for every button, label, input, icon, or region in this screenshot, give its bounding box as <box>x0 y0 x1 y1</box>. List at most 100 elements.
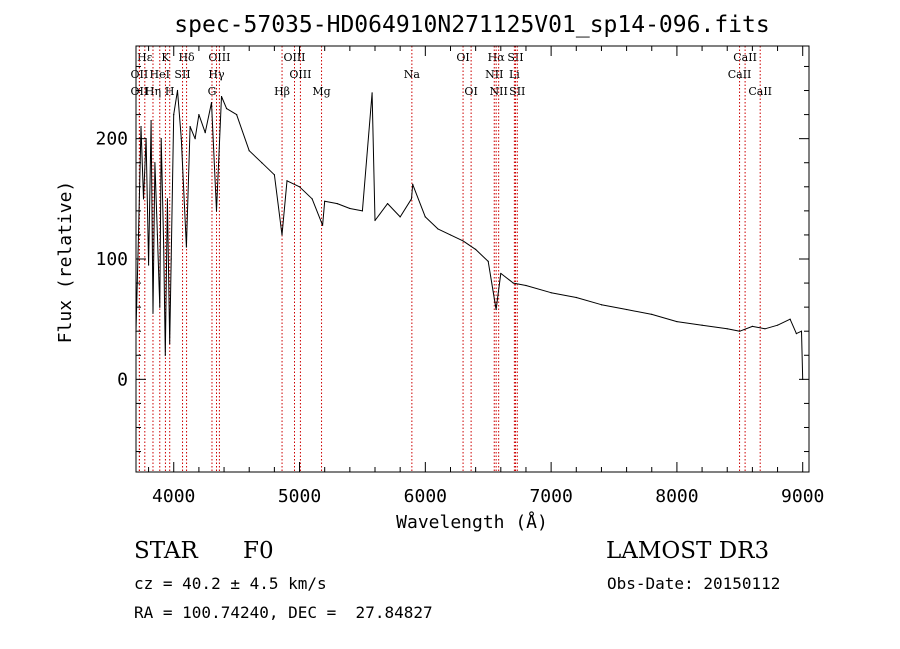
flux-point <box>169 342 171 344</box>
plot-frame <box>135 45 810 473</box>
line-marker-label: Hη <box>145 85 161 98</box>
flux-point <box>321 224 324 226</box>
flux-point <box>273 174 275 176</box>
flux-point <box>751 325 753 327</box>
line-marker-label: Mg <box>312 85 330 98</box>
flux-point <box>336 203 338 205</box>
flux-point <box>236 113 238 116</box>
flux-point <box>180 138 182 140</box>
line-marker-label: CaII <box>728 68 752 81</box>
flux-point <box>374 219 376 222</box>
line-marker-label: NII <box>485 68 503 81</box>
flux-point <box>164 354 166 356</box>
x-tick-label: 7000 <box>529 486 572 507</box>
object-type: STAR <box>134 538 198 564</box>
flux-point <box>248 150 250 152</box>
flux-point <box>449 234 452 236</box>
flux-point <box>220 95 223 98</box>
flux-point <box>349 207 351 210</box>
flux-point <box>651 313 653 315</box>
flux-point <box>166 198 169 200</box>
axes: 4000 5000 6000 7000 8000 9000 0 100 200 <box>95 46 824 507</box>
spectral-subclass: F0 <box>243 538 274 564</box>
flux-point <box>324 200 326 202</box>
flux-point <box>412 183 414 185</box>
flux-point <box>286 180 288 182</box>
flux-point <box>371 92 373 94</box>
flux-point <box>173 113 175 116</box>
flux-point <box>795 333 798 335</box>
line-marker-label: H <box>165 85 175 98</box>
flux-point <box>215 210 218 212</box>
x-tick-label: 6000 <box>404 486 447 507</box>
flux-point <box>462 240 464 242</box>
flux-point <box>676 320 678 323</box>
flux-point <box>185 246 188 248</box>
flux-point <box>170 258 172 260</box>
line-marker-label: SII <box>174 68 190 81</box>
line-marker-label: Na <box>404 68 421 81</box>
flux-point <box>140 126 142 128</box>
chart-title: spec-57035-HD064910N271125V01_sp14-096.f… <box>174 12 769 38</box>
line-marker-label: Hα <box>488 51 506 64</box>
line-marker-label: OIII <box>289 68 311 81</box>
flux-point <box>800 330 803 332</box>
flux-point <box>600 304 603 306</box>
line-marker-label: Li <box>509 68 520 81</box>
redshift-value: cz = 40.2 ± 4.5 km/s <box>134 574 327 593</box>
line-marker-label: Hγ <box>208 68 225 81</box>
flux-point <box>198 113 200 116</box>
flux-point <box>399 216 401 218</box>
line-marker-label: NII <box>490 85 508 98</box>
x-tick-label: 8000 <box>655 486 698 507</box>
line-marker-label: CaII <box>733 51 757 64</box>
flux-point <box>437 228 439 230</box>
x-tick-label: 4000 <box>152 486 195 507</box>
flux-point <box>261 162 263 164</box>
flux-point <box>225 107 228 110</box>
flux-point <box>550 292 552 294</box>
line-marker-label: G <box>208 85 217 98</box>
flux-point <box>410 198 413 200</box>
flux-point <box>475 248 477 250</box>
flux-point <box>189 126 191 128</box>
flux-point <box>311 198 313 200</box>
flux-point <box>176 89 179 92</box>
flux-point <box>424 216 426 218</box>
flux-point <box>150 120 152 122</box>
x-tick-label: 9000 <box>781 486 824 507</box>
x-tick-label: 5000 <box>278 486 321 507</box>
observation-date: Obs-Date: 20150112 <box>607 574 781 593</box>
line-marker-label: SII <box>509 85 525 98</box>
line-marker-label: HeI <box>150 68 170 81</box>
line-marker-label: Hδ <box>178 51 195 64</box>
flux-point <box>701 324 703 326</box>
flux-point <box>194 138 196 140</box>
flux-point <box>525 284 527 287</box>
survey-name: LAMOST DR3 <box>606 538 770 564</box>
line-marker-label: OI <box>456 51 469 64</box>
line-marker-label: OIII <box>283 51 305 64</box>
flux-point <box>361 210 364 212</box>
flux-point <box>154 162 156 164</box>
flux-point <box>512 282 514 284</box>
flux-point <box>495 308 497 311</box>
flux-point <box>210 101 213 104</box>
flux-point <box>142 198 145 200</box>
flux-point <box>739 330 741 332</box>
flux-point <box>156 234 158 236</box>
flux-point <box>776 324 779 326</box>
flux-point <box>152 312 154 314</box>
line-marker-label: CaII <box>748 85 772 98</box>
flux-point <box>163 246 165 248</box>
x-axis-label: Wavelength (Å) <box>396 511 548 533</box>
y-tick-label: 200 <box>95 129 128 150</box>
flux-point <box>386 203 389 205</box>
flux-line <box>135 90 804 380</box>
flux-point <box>789 318 791 320</box>
flux-point <box>204 132 206 134</box>
line-marker-label: Hε <box>137 51 153 64</box>
flux-point <box>575 296 577 299</box>
y-tick-label: 0 <box>117 369 128 390</box>
